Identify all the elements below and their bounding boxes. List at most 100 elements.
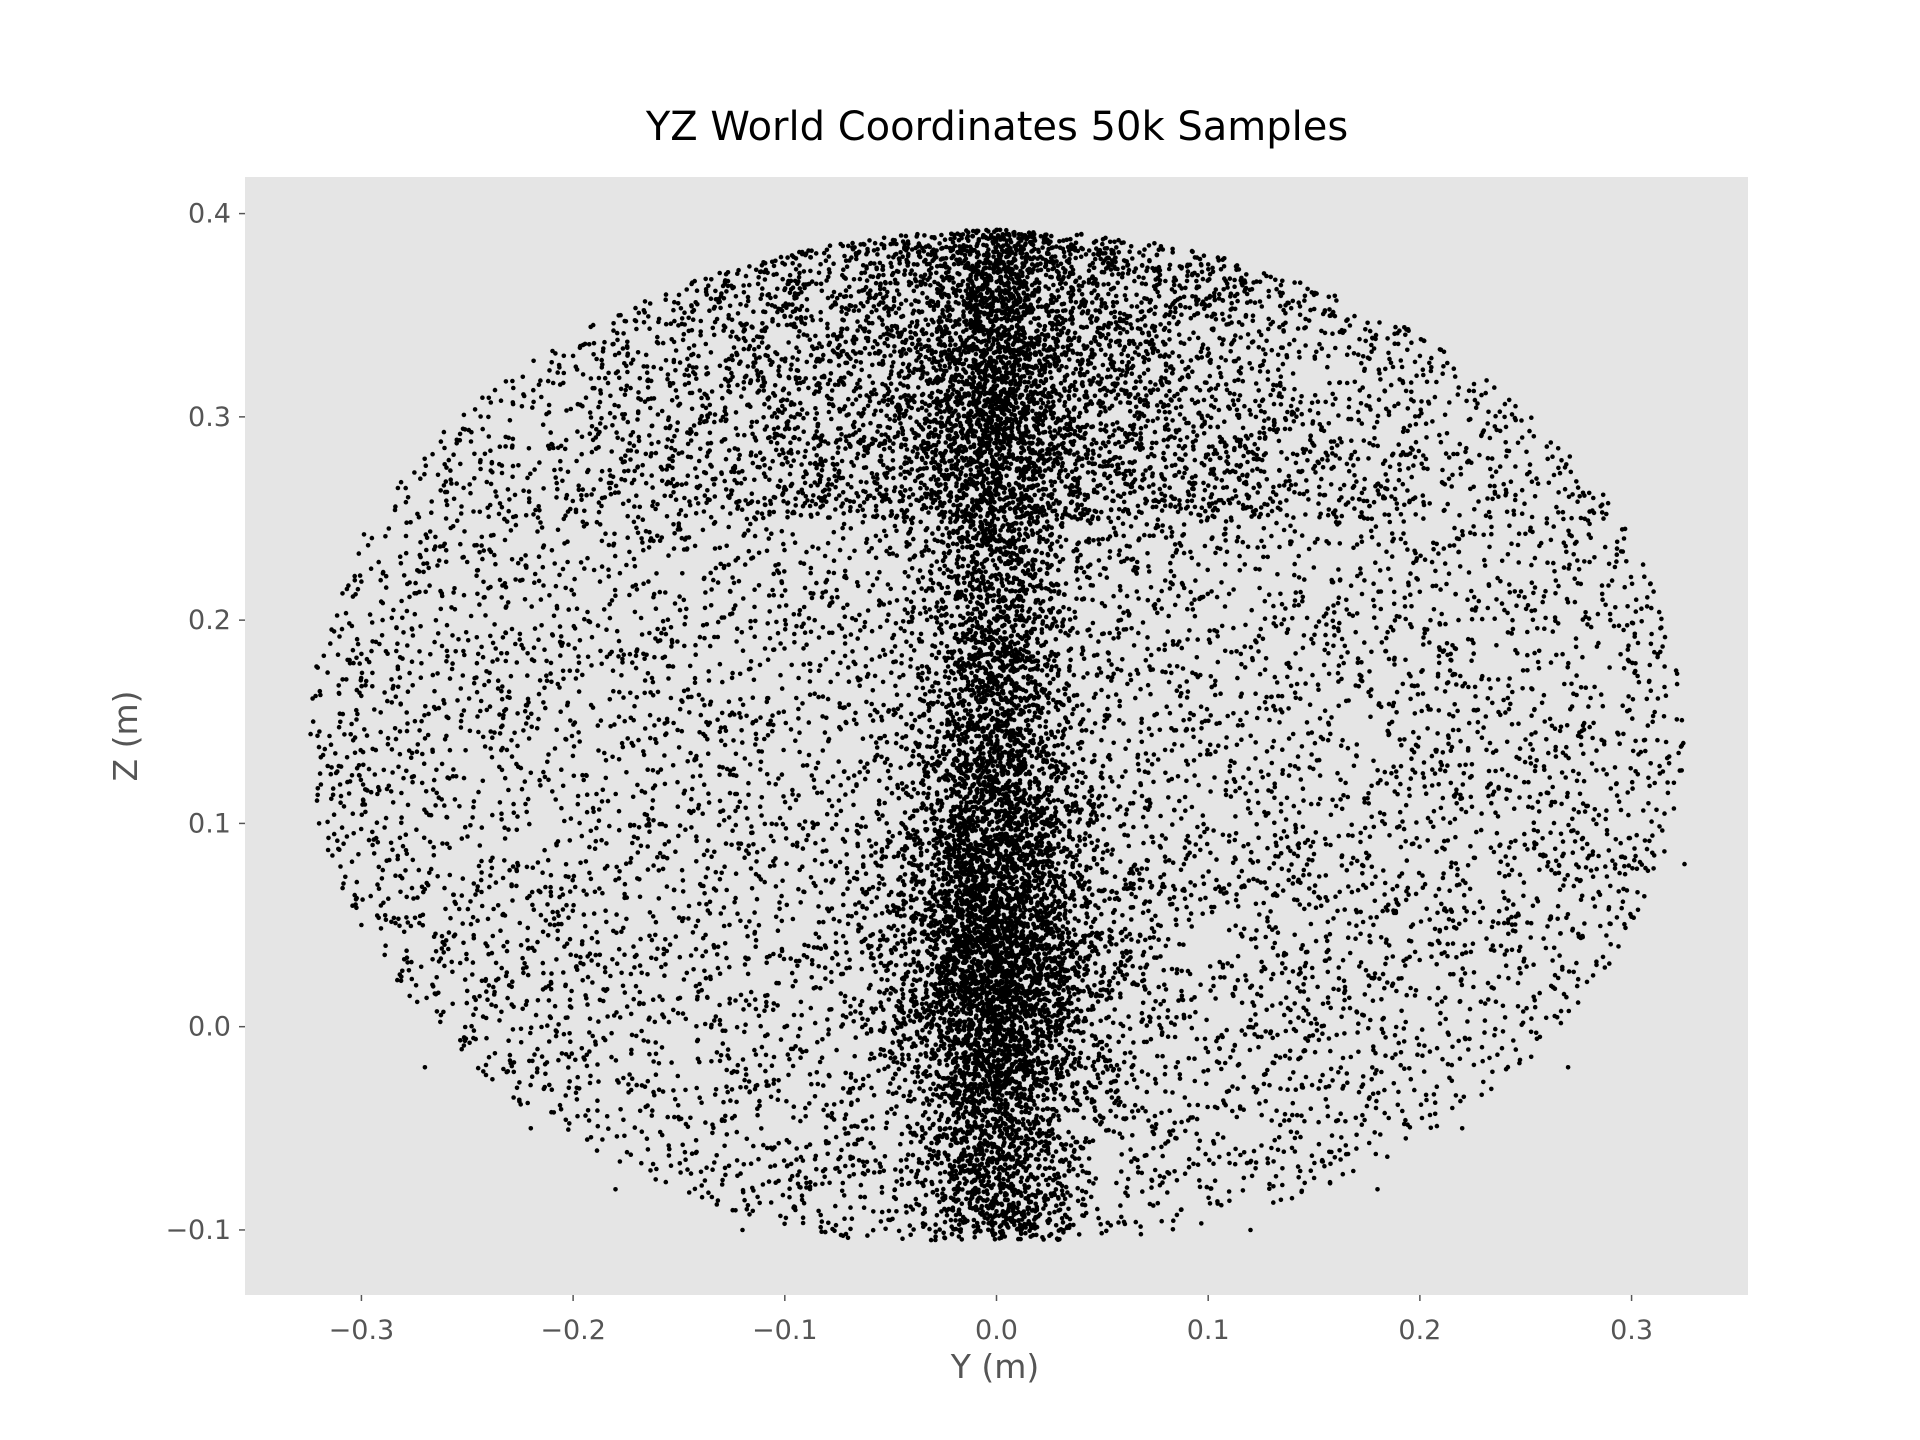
- scatter-point: [346, 791, 352, 796]
- scatter-point: [470, 960, 476, 965]
- scatter-point: [1160, 1053, 1165, 1059]
- scatter-point: [590, 1033, 595, 1039]
- scatter-point: [642, 656, 647, 661]
- scatter-point: [433, 534, 438, 540]
- scatter-point: [908, 1018, 913, 1023]
- scatter-point: [438, 1012, 444, 1018]
- scatter-point: [1662, 811, 1667, 816]
- scatter-point: [1645, 723, 1651, 728]
- scatter-point: [1107, 549, 1113, 554]
- scatter-point: [1420, 1053, 1425, 1058]
- scatter-point: [1263, 1098, 1268, 1104]
- scatter-point: [487, 884, 492, 890]
- scatter-point: [816, 1208, 821, 1214]
- scatter-point: [702, 635, 707, 641]
- scatter-point: [1120, 950, 1125, 956]
- scatter-point: [904, 1210, 909, 1215]
- scatter-point: [893, 621, 899, 626]
- scatter-point: [630, 794, 636, 800]
- scatter-point: [1286, 486, 1292, 492]
- scatter-point: [471, 509, 476, 514]
- scatter-point: [894, 387, 899, 392]
- scatter-point: [508, 528, 514, 533]
- scatter-point: [603, 908, 608, 913]
- scatter-point: [1194, 655, 1200, 660]
- scatter-point: [1165, 1190, 1170, 1195]
- scatter-point: [1354, 858, 1360, 864]
- scatter-point: [1566, 822, 1571, 828]
- scatter-point: [667, 942, 673, 947]
- scatter-point: [941, 571, 947, 576]
- scatter-point: [569, 587, 574, 593]
- scatter-point: [1080, 1196, 1086, 1202]
- scatter-point: [1576, 567, 1582, 572]
- scatter-point: [1472, 531, 1477, 537]
- scatter-point: [686, 916, 691, 921]
- scatter-point: [1206, 1195, 1211, 1201]
- scatter-point: [376, 784, 381, 790]
- scatter-point: [770, 728, 775, 734]
- scatter-point: [759, 1044, 765, 1050]
- scatter-point: [1403, 540, 1408, 546]
- scatter-point: [1353, 936, 1358, 941]
- scatter-point: [1390, 364, 1396, 370]
- scatter-point: [830, 650, 836, 655]
- scatter-point: [505, 600, 511, 605]
- scatter-point: [1382, 985, 1387, 991]
- scatter-point: [719, 1182, 725, 1187]
- scatter-point: [472, 451, 477, 457]
- scatter-point: [1303, 1074, 1309, 1080]
- scatter-point: [1411, 729, 1416, 735]
- scatter-point: [475, 651, 481, 657]
- scatter-point: [601, 607, 607, 612]
- scatter-point: [415, 742, 421, 747]
- scatter-point: [1315, 399, 1321, 405]
- scatter-point: [407, 993, 413, 999]
- scatter-point: [350, 647, 356, 653]
- scatter-point: [1281, 527, 1287, 533]
- scatter-point: [802, 454, 807, 460]
- scatter-point: [764, 772, 770, 777]
- scatter-point: [1138, 729, 1143, 735]
- scatter-point: [1250, 655, 1255, 661]
- scatter-point: [1049, 375, 1054, 381]
- scatter-point: [1287, 341, 1292, 347]
- scatter-point: [1298, 777, 1304, 782]
- scatter-point: [1394, 883, 1400, 889]
- scatter-point: [798, 900, 803, 905]
- scatter-point: [508, 673, 514, 679]
- scatter-point: [1218, 355, 1224, 360]
- scatter-point: [478, 698, 484, 704]
- scatter-point: [1471, 594, 1477, 600]
- scatter-point: [1599, 583, 1605, 588]
- scatter-point: [621, 925, 626, 931]
- scatter-point: [1452, 816, 1458, 822]
- scatter-point: [771, 592, 777, 598]
- scatter-point: [821, 1107, 826, 1113]
- scatter-point: [714, 952, 720, 957]
- scatter-point: [378, 710, 384, 715]
- scatter-point: [403, 533, 409, 539]
- scatter-point: [1067, 617, 1073, 622]
- scatter-point: [1382, 769, 1388, 775]
- scatter-point: [1132, 1055, 1137, 1060]
- scatter-point: [1342, 997, 1347, 1003]
- scatter-point: [732, 1113, 737, 1119]
- scatter-point: [359, 651, 364, 657]
- scatter-point: [869, 657, 875, 662]
- scatter-point: [476, 789, 481, 795]
- scatter-point: [835, 594, 840, 600]
- scatter-point: [1136, 274, 1142, 280]
- scatter-point: [1074, 596, 1079, 601]
- scatter-point: [1196, 1146, 1201, 1151]
- scatter-point: [1161, 872, 1167, 877]
- scatter-point: [534, 726, 540, 731]
- scatter-point: [905, 1152, 911, 1157]
- scatter-point: [717, 545, 723, 551]
- scatter-point: [1426, 399, 1431, 405]
- scatter-point: [400, 968, 405, 974]
- scatter-point: [656, 717, 662, 722]
- scatter-point: [1592, 807, 1598, 812]
- scatter-point: [862, 270, 868, 275]
- scatter-point: [1607, 611, 1613, 617]
